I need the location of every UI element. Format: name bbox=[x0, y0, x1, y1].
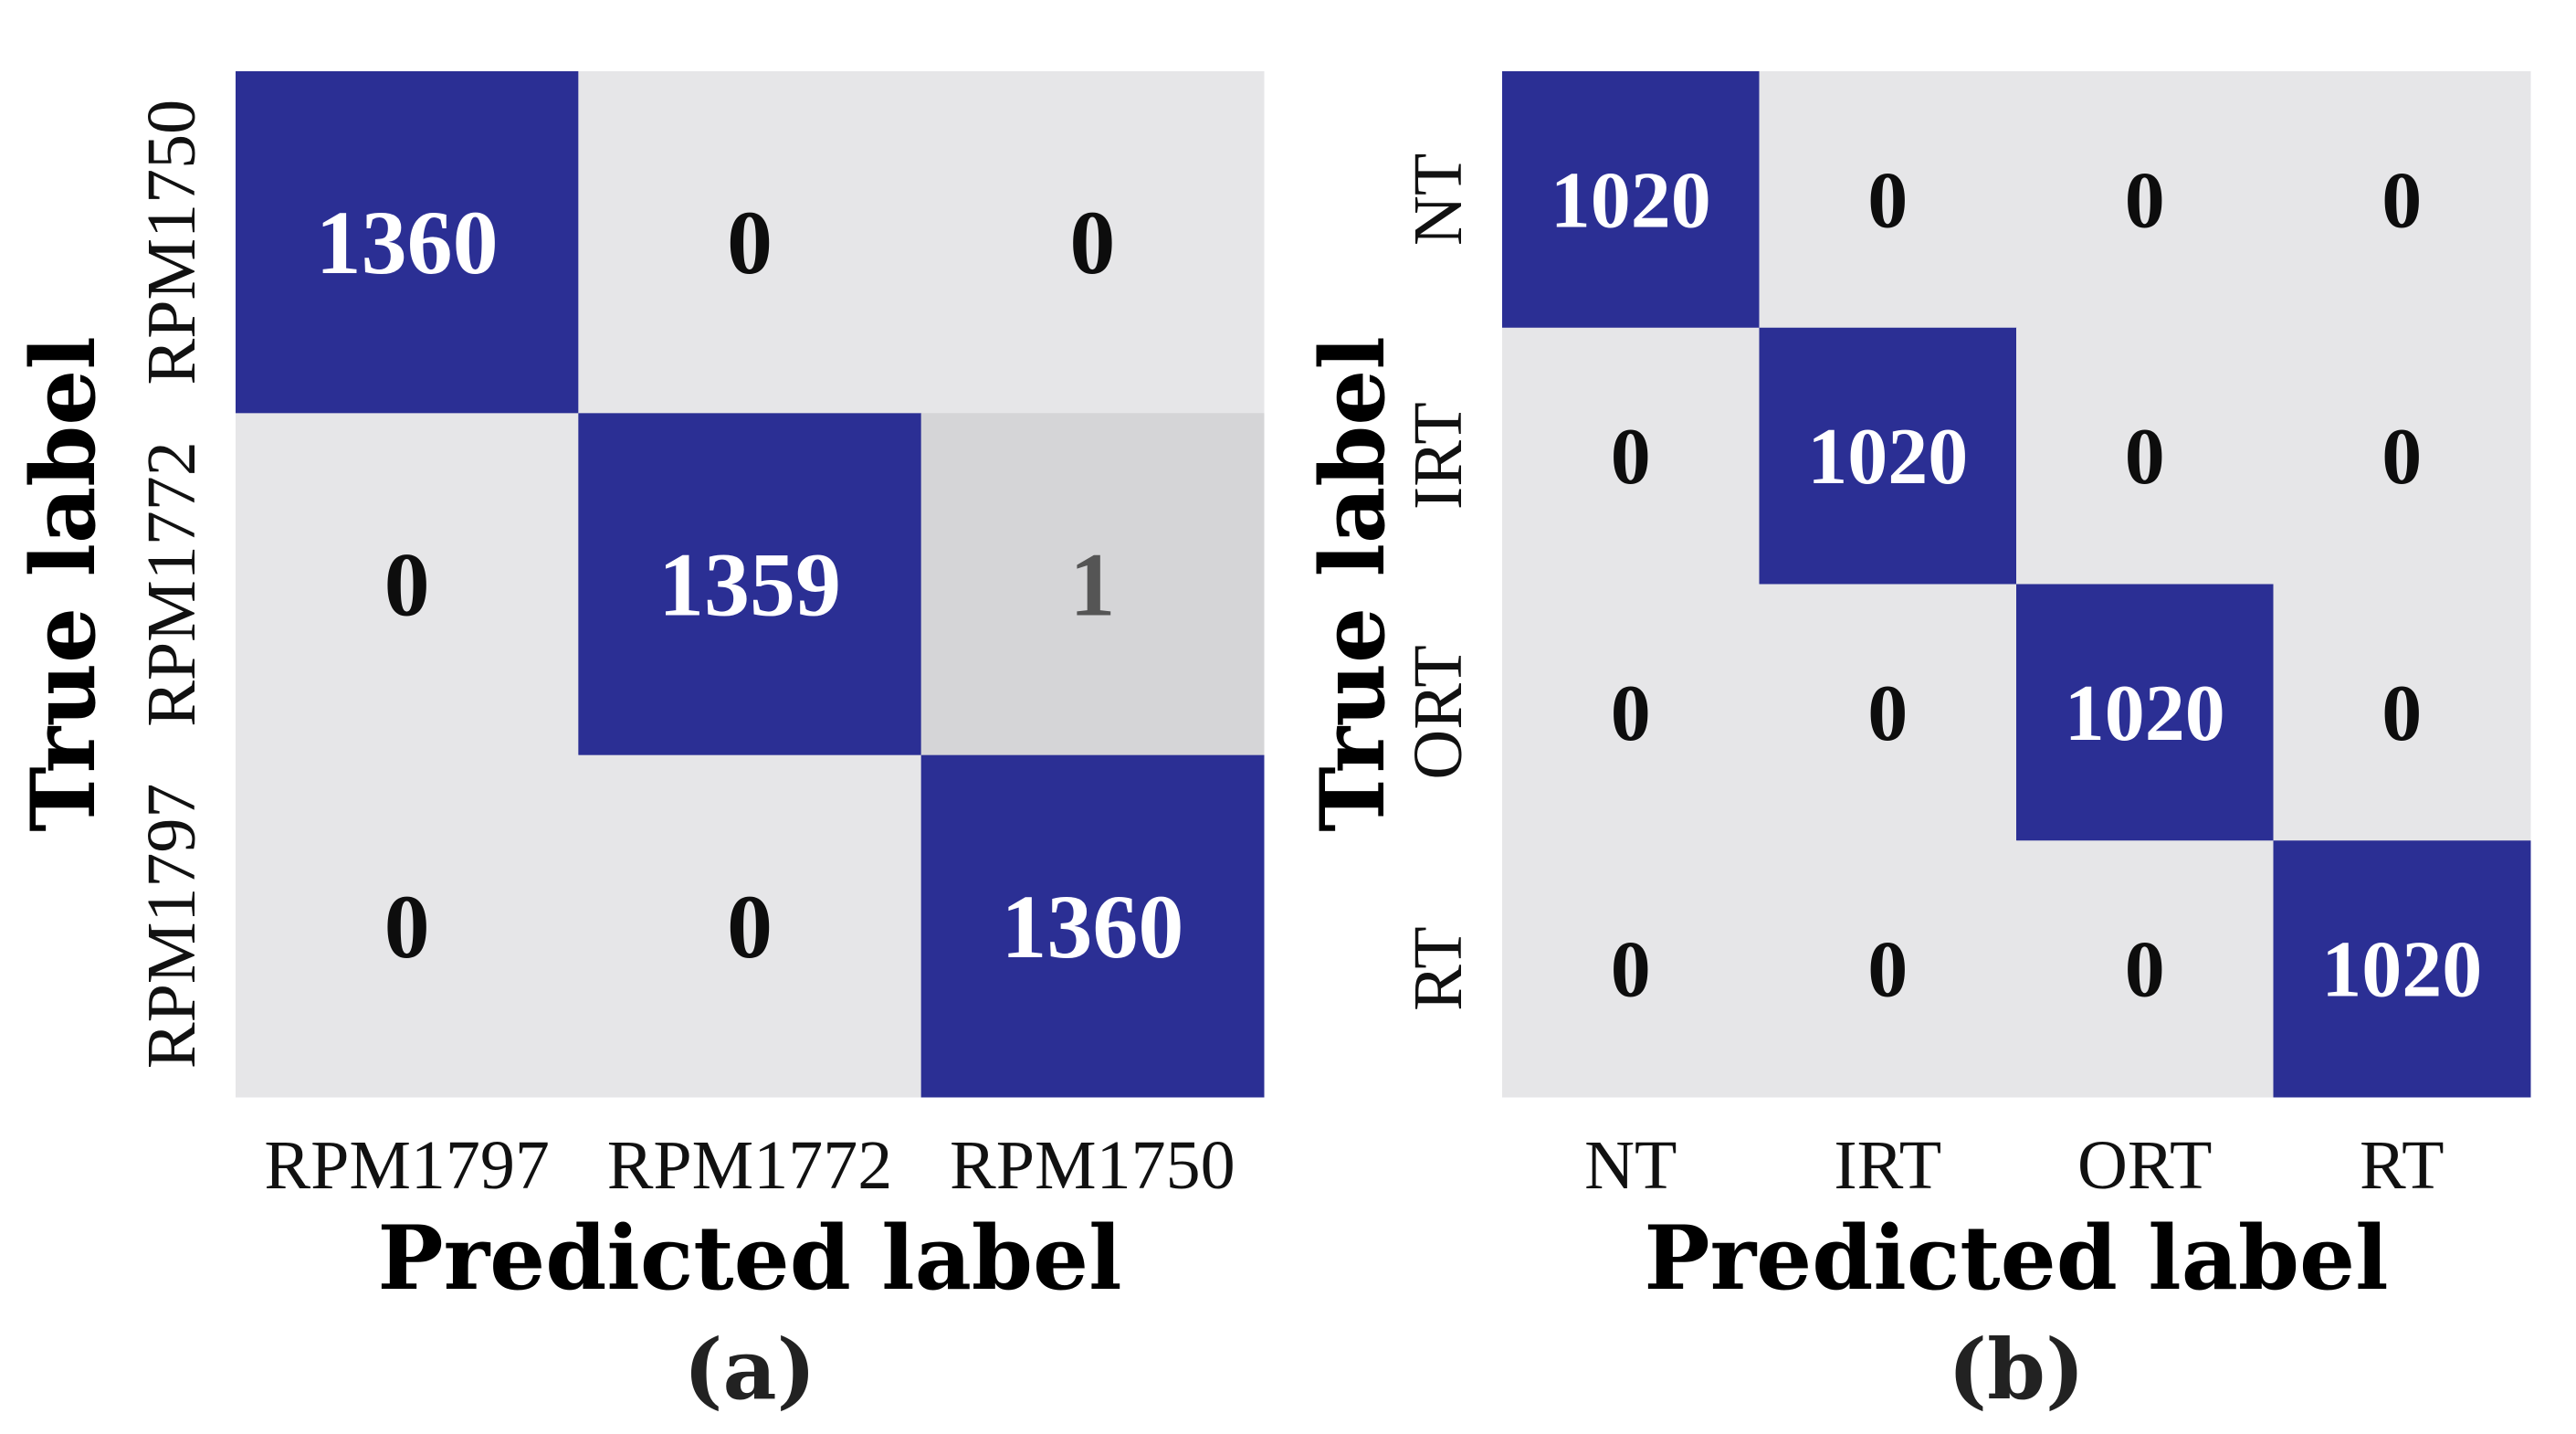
matrix-cell bbox=[2016, 840, 2274, 1098]
matrix-cell bbox=[236, 71, 579, 414]
panel-caption: (b) bbox=[1948, 1320, 2085, 1418]
matrix-cell bbox=[2273, 584, 2531, 841]
cell-value-label: 1360 bbox=[1001, 876, 1183, 977]
matrix-cell bbox=[1502, 584, 1760, 841]
cell-value-label: 1360 bbox=[316, 192, 499, 293]
matrix-cell bbox=[1502, 327, 1760, 585]
cell-value-label: 0 bbox=[727, 192, 773, 293]
y-tick-label: NT bbox=[1400, 153, 1477, 246]
cell-value-label: 0 bbox=[384, 876, 430, 977]
matrix-cell bbox=[578, 754, 922, 1098]
matrix-cell bbox=[2016, 584, 2274, 841]
matrix-cell bbox=[578, 413, 922, 756]
confusion-matrix-a: 1360 0 0 0 1359 1 0 0 1360 RPM1797 RPM1772 RPM1750 R… bbox=[12, 71, 1265, 1418]
y-tick-label: RPM1797 bbox=[133, 784, 210, 1070]
cell-value-label: 0 bbox=[2381, 156, 2422, 245]
y-tick-label: IRT bbox=[1400, 402, 1477, 510]
y-axis-label: True label bbox=[1301, 336, 1404, 832]
matrix-cell bbox=[2273, 327, 2531, 585]
x-tick-label: RPM1750 bbox=[950, 1127, 1235, 1204]
panel-caption: (a) bbox=[683, 1320, 815, 1418]
matrix-cell bbox=[578, 71, 922, 414]
matrix-cell bbox=[1759, 327, 2017, 585]
x-axis-label: Predicted label bbox=[377, 1207, 1121, 1310]
y-tick-label: ORT bbox=[1400, 645, 1477, 779]
x-tick-label: RT bbox=[2360, 1127, 2445, 1204]
matrix-cell bbox=[1502, 840, 1760, 1098]
y-tick-label: RPM1772 bbox=[133, 441, 210, 727]
y-tick-label: RPM1750 bbox=[133, 100, 210, 385]
cell-value-label: 1020 bbox=[2321, 926, 2482, 1015]
confusion-matrix-b: 1020 0 0 0 0 1020 0 0 0 0 1020 0 0 0 0 1020 NT IRT ORT RT NT… bbox=[1301, 71, 2531, 1418]
cell-value-label: 0 bbox=[1867, 926, 1908, 1015]
cell-value-label: 0 bbox=[1611, 926, 1651, 1015]
y-axis-label: True label bbox=[12, 336, 115, 832]
cell-value-label: 1020 bbox=[1551, 156, 1711, 245]
cell-value-label: 0 bbox=[727, 876, 773, 977]
matrix-cell bbox=[1759, 584, 2017, 841]
matrix-cell bbox=[920, 754, 1265, 1098]
matrix-cell bbox=[2273, 840, 2531, 1098]
x-tick-label: RPM1797 bbox=[264, 1127, 550, 1204]
matrix-cell bbox=[920, 71, 1265, 414]
matrix-cell bbox=[920, 413, 1265, 756]
cell-value-label: 1020 bbox=[2065, 670, 2225, 758]
x-tick-label: RPM1772 bbox=[607, 1127, 893, 1204]
matrix-cell bbox=[236, 413, 579, 756]
cell-value-label: 0 bbox=[2381, 413, 2422, 501]
cell-value-label: 0 bbox=[1069, 192, 1115, 293]
cell-value-label: 0 bbox=[384, 534, 430, 636]
matrix-cell bbox=[2016, 327, 2274, 585]
cell-value-label: 0 bbox=[1611, 670, 1651, 758]
cell-value-label: 0 bbox=[1867, 156, 1908, 245]
matrix-cell bbox=[2273, 71, 2531, 329]
matrix-cell bbox=[2016, 71, 2274, 329]
matrix-cell bbox=[1502, 71, 1760, 329]
x-tick-label: IRT bbox=[1834, 1127, 1941, 1204]
cell-value-label: 0 bbox=[1611, 413, 1651, 501]
cell-value-label: 0 bbox=[2125, 413, 2165, 501]
cell-value-label: 0 bbox=[2125, 156, 2165, 245]
matrix-cell bbox=[236, 754, 579, 1098]
x-axis-label: Predicted label bbox=[1644, 1207, 2388, 1310]
cell-value-label: 1 bbox=[1069, 534, 1115, 636]
y-tick-label: RT bbox=[1400, 926, 1477, 1011]
cell-value-label: 0 bbox=[1867, 670, 1908, 758]
cell-value-label: 1020 bbox=[1807, 413, 1968, 501]
matrix-cell bbox=[1759, 840, 2017, 1098]
cell-value-label: 0 bbox=[2125, 926, 2165, 1015]
cell-value-label: 1359 bbox=[658, 534, 841, 636]
cell-value-label: 0 bbox=[2381, 670, 2422, 758]
x-tick-label: NT bbox=[1584, 1127, 1677, 1204]
x-tick-label: ORT bbox=[2077, 1127, 2212, 1204]
matrix-cell bbox=[1759, 71, 2017, 329]
